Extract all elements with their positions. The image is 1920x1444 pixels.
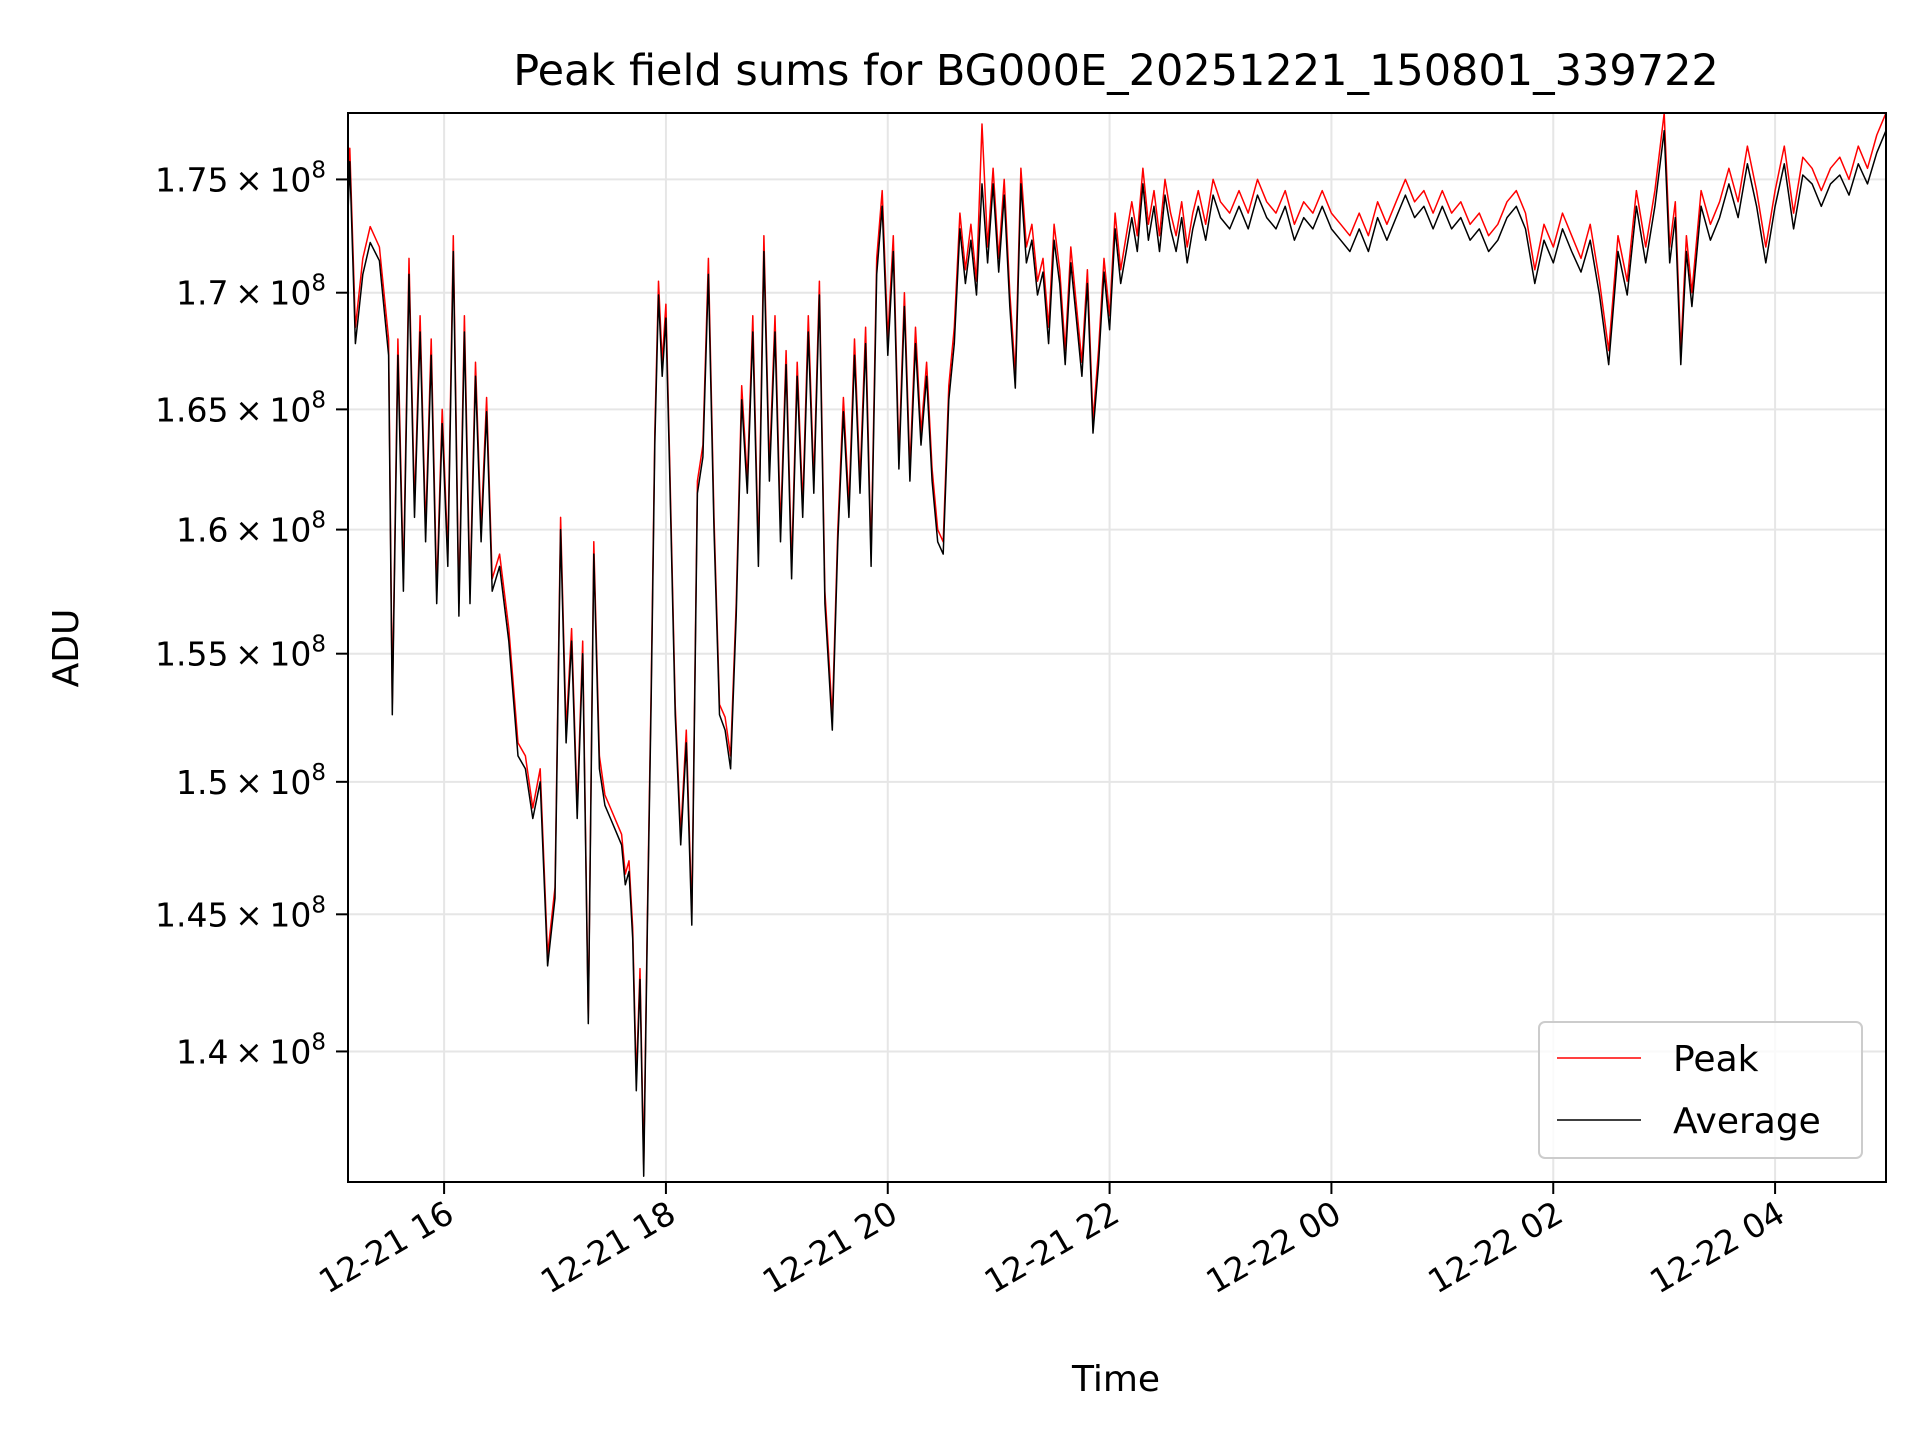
y-tick-label: 1.5 × 108	[176, 760, 326, 802]
grid	[348, 113, 1886, 1182]
y-tick-exponent: 8	[311, 760, 326, 786]
plot-frame	[347, 112, 1887, 1183]
y-tick-exponent: 8	[311, 387, 326, 413]
legend-label-average: Average	[1673, 1101, 1821, 1142]
y-tick-label: 1.55 × 108	[155, 632, 326, 674]
y-tick-mantissa: 1.75 × 10	[155, 160, 311, 199]
x-axis: 12-21 16 12-21 18 12-21 20 12-21 22 12-22 00…	[312, 1182, 1791, 1301]
x-tick-label: 12-21 16	[312, 1193, 460, 1301]
legend-box	[1538, 1021, 1863, 1159]
y-tick-label: 1.7 × 108	[176, 271, 326, 313]
y-tick-exponent: 8	[311, 271, 326, 297]
x-tick-label: 12-22 02	[1421, 1193, 1569, 1301]
y-tick-mantissa: 1.5 × 10	[176, 763, 311, 802]
series-line-average	[348, 129, 1886, 1177]
y-tick-mantissa: 1.65 × 10	[155, 390, 311, 429]
y-tick-mantissa: 1.4 × 10	[176, 1032, 311, 1071]
x-tick-label: 12-22 00	[1199, 1193, 1347, 1301]
y-tick-exponent: 8	[311, 508, 326, 534]
y-tick-mantissa: 1.7 × 10	[176, 274, 311, 313]
y-tick-mantissa: 1.6 × 10	[176, 511, 311, 550]
legend-label-peak: Peak	[1673, 1039, 1759, 1080]
x-tick-label: 12-21 20	[756, 1193, 904, 1301]
y-tick-exponent: 8	[311, 157, 326, 183]
chart-title: Peak field sums for BG000E_20251221_1508…	[513, 46, 1719, 96]
x-tick-label: 12-21 22	[978, 1193, 1126, 1301]
x-tick-label: 12-22 04	[1643, 1193, 1791, 1301]
series-line-peak	[348, 113, 1886, 1166]
y-tick-label: 1.75 × 108	[155, 157, 326, 199]
y-tick-mantissa: 1.55 × 10	[155, 635, 311, 674]
legend: Peak Average	[1538, 1021, 1863, 1159]
y-axis-label: ADU	[46, 609, 87, 688]
series-layer	[348, 113, 1886, 1177]
y-tick-exponent: 8	[311, 892, 326, 918]
y-tick-mantissa: 1.45 × 10	[155, 895, 311, 934]
y-tick-exponent: 8	[311, 1029, 326, 1055]
y-tick-exponent: 8	[311, 632, 326, 658]
y-tick-label: 1.65 × 108	[155, 387, 326, 429]
x-axis-label: Time	[1071, 1359, 1160, 1400]
y-tick-label: 1.45 × 108	[155, 892, 326, 934]
x-tick-label: 12-21 18	[534, 1193, 682, 1301]
y-tick-label: 1.6 × 108	[176, 508, 326, 550]
y-tick-label: 1.4 × 108	[176, 1029, 326, 1071]
